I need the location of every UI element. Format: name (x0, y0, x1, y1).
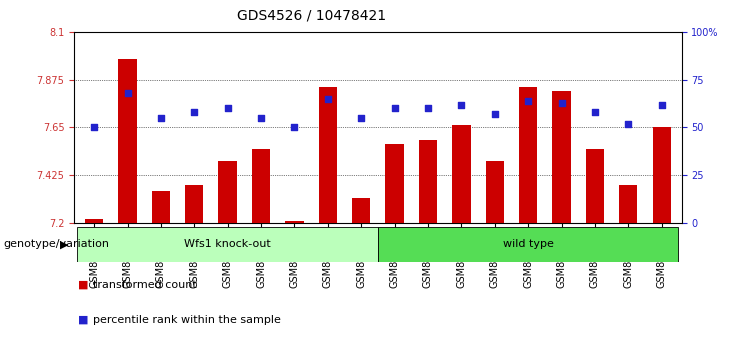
Point (322, 96, 333, 102)
Bar (419, 140, 437, 223)
Point (222, 105, 233, 111)
Text: wild type: wild type (502, 239, 554, 249)
Bar (619, 185, 637, 223)
Point (389, 105, 401, 111)
Point (288, 125, 300, 130)
Bar (452, 125, 471, 223)
Point (489, 111, 501, 117)
Point (88, 125, 100, 130)
Point (522, 98, 534, 103)
Point (656, 102, 668, 107)
Point (456, 102, 468, 107)
Bar (378, 227, 678, 262)
Text: ■: ■ (78, 315, 88, 325)
Bar (319, 87, 337, 223)
Point (589, 109, 601, 115)
Text: GDS4526 / 10478421: GDS4526 / 10478421 (236, 9, 386, 23)
Bar (185, 185, 204, 223)
Point (355, 115, 367, 121)
Text: Wfs1 knock-out: Wfs1 knock-out (185, 239, 271, 249)
Point (255, 115, 267, 121)
Text: ■: ■ (78, 280, 88, 290)
Bar (285, 221, 304, 223)
Bar (552, 91, 571, 223)
Bar (78, 227, 378, 262)
Bar (252, 149, 270, 223)
Bar (119, 59, 136, 223)
Text: percentile rank within the sample: percentile rank within the sample (93, 315, 281, 325)
Text: genotype/variation: genotype/variation (4, 239, 110, 249)
Point (422, 105, 434, 111)
Bar (485, 161, 504, 223)
Text: ▶: ▶ (61, 239, 69, 249)
Point (622, 121, 634, 126)
Point (122, 90, 133, 96)
Point (556, 100, 568, 105)
Point (155, 115, 167, 121)
Point (188, 109, 200, 115)
Bar (85, 219, 103, 223)
Bar (519, 87, 537, 223)
Bar (152, 191, 170, 223)
Bar (585, 149, 604, 223)
Bar (653, 127, 671, 223)
Bar (352, 198, 370, 223)
Bar (219, 161, 237, 223)
Bar (385, 144, 404, 223)
Text: transformed count: transformed count (93, 280, 196, 290)
